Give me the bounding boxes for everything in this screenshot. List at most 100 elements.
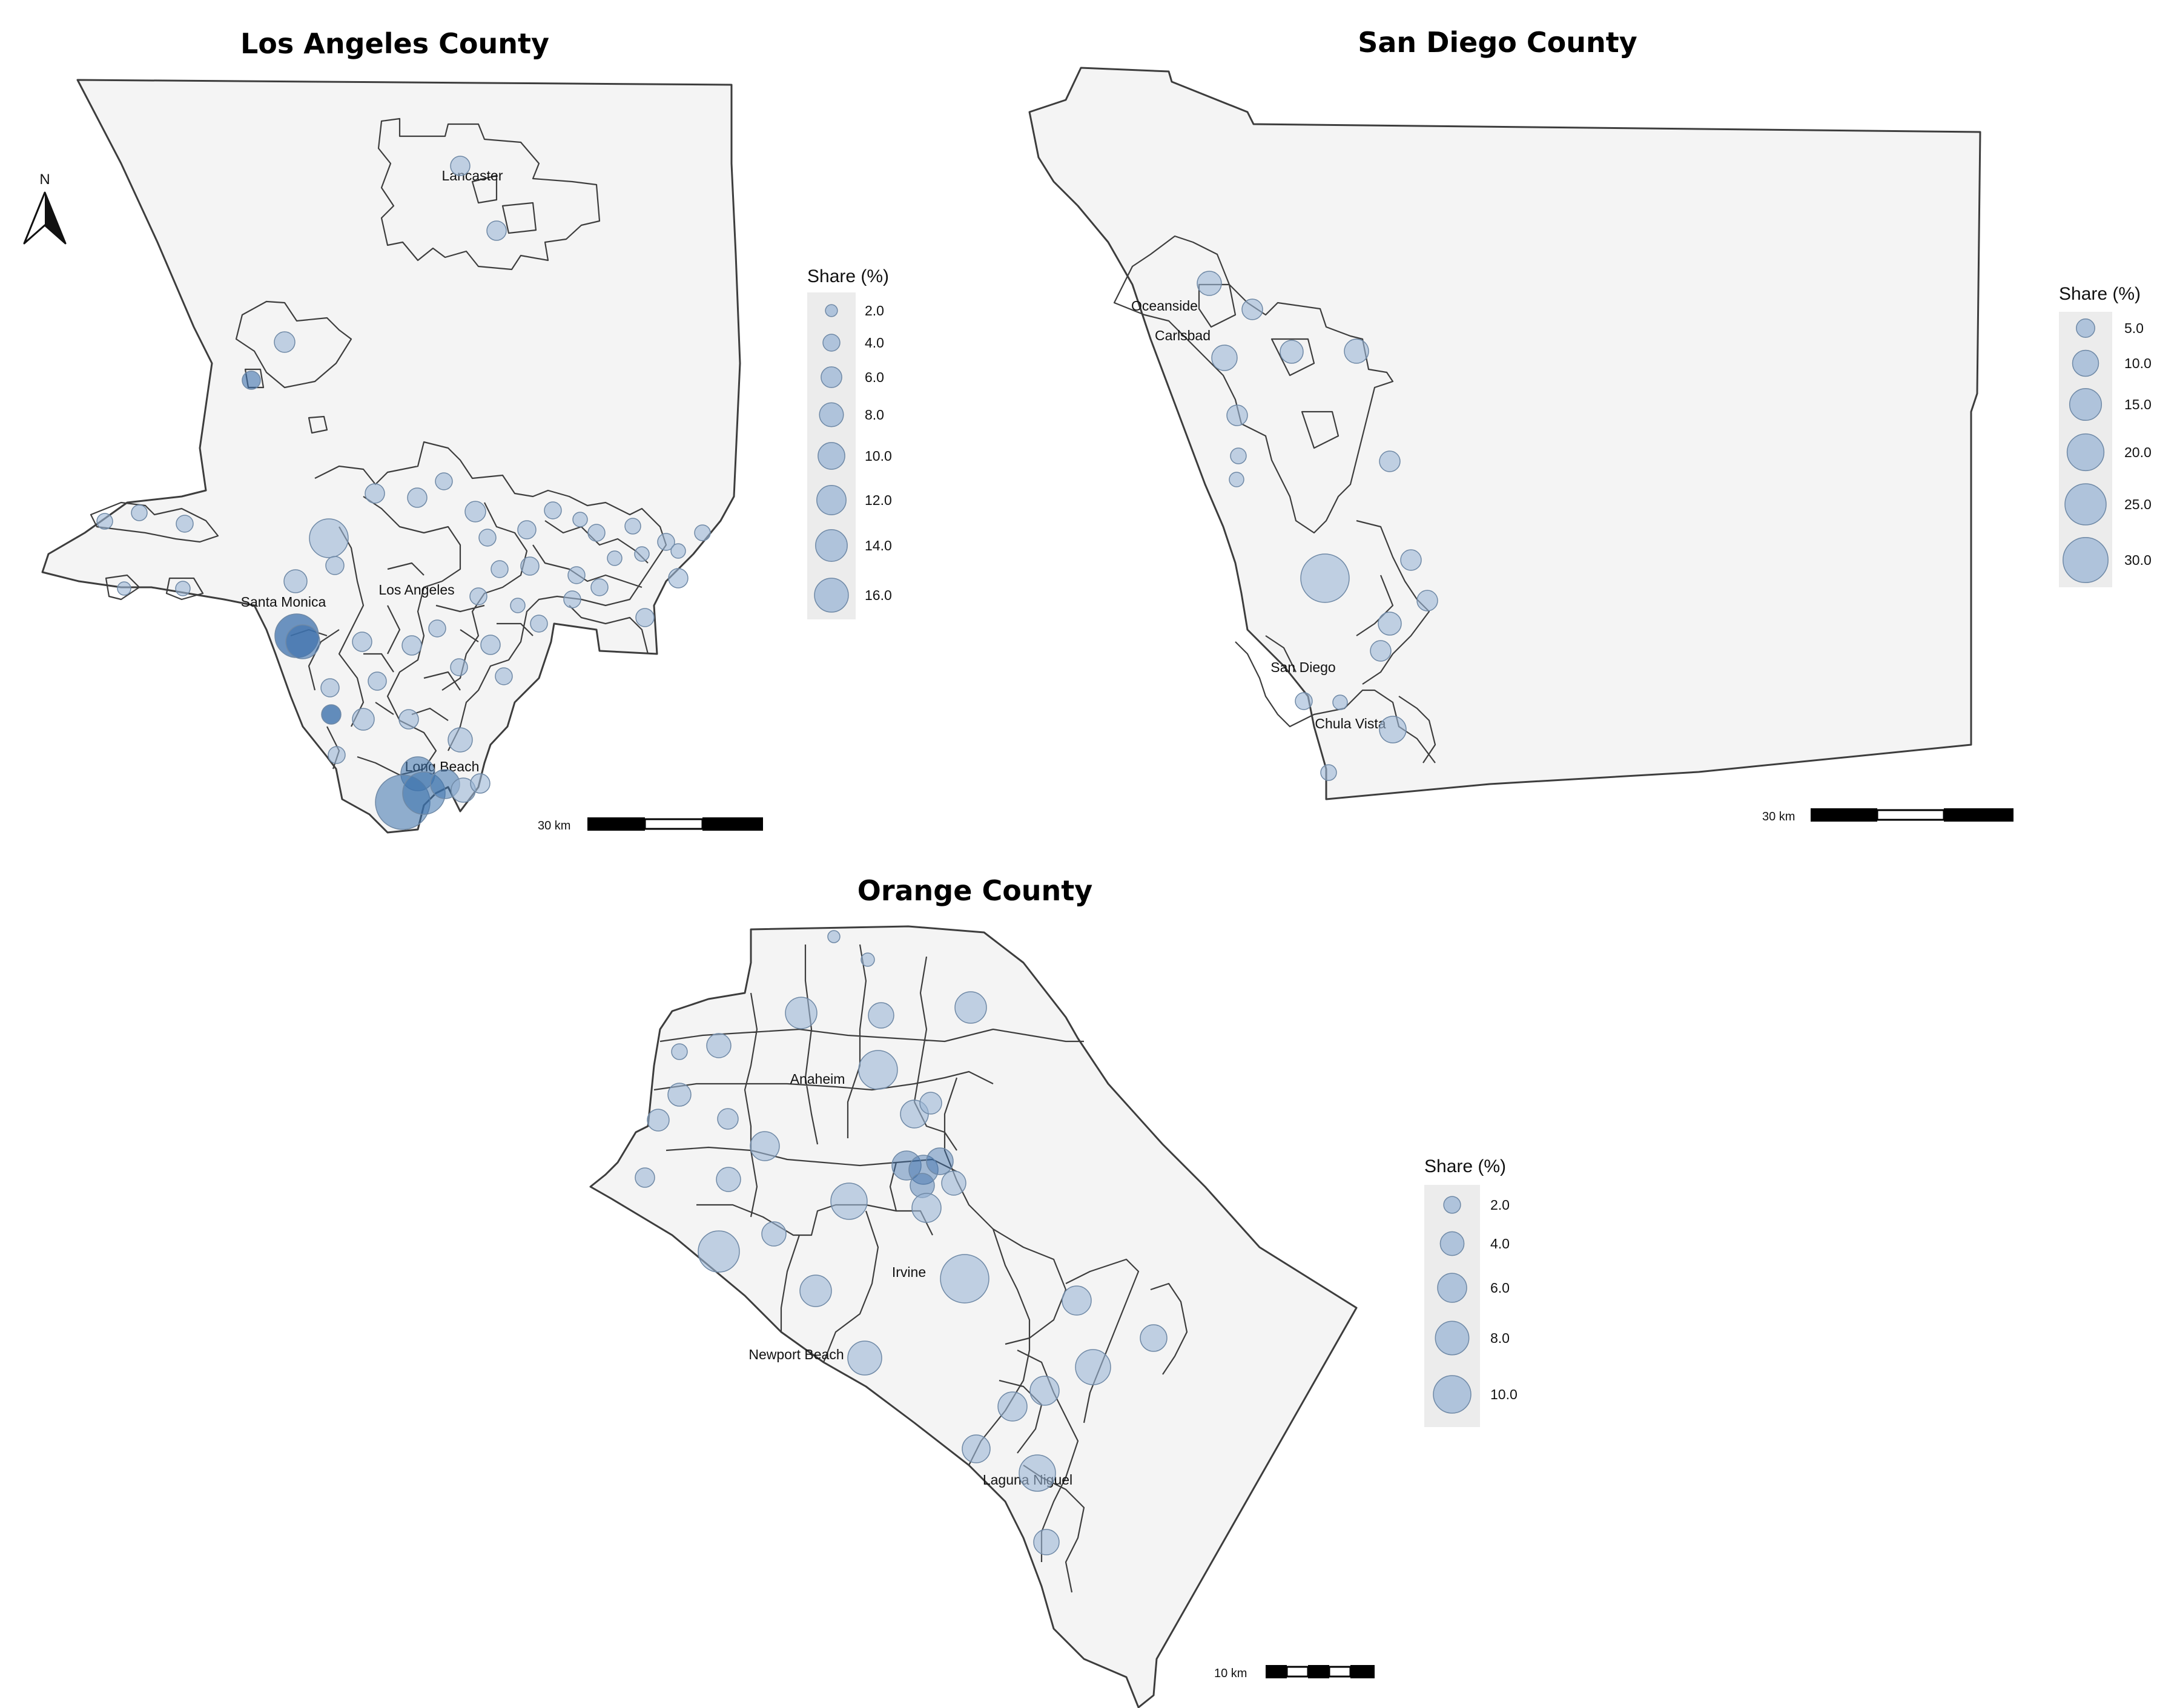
- bubble: [398, 709, 419, 730]
- bubble: [634, 546, 650, 562]
- legend-bubble: [2066, 433, 2105, 472]
- bubble: [470, 773, 491, 794]
- legend-value-label: 2.0: [865, 303, 884, 318]
- legend-value-label: 4.0: [865, 335, 884, 351]
- sd-bubbles: [1197, 271, 1438, 781]
- legend-bubble: [814, 578, 849, 613]
- bubble: [480, 635, 501, 655]
- bubble: [657, 533, 675, 551]
- la-map-title: Los Angeles County: [240, 27, 549, 60]
- la-legend: Share (%) 2.0 4.0 6.0 8.0 10.0 12.0 14.0 16.0: [807, 266, 892, 619]
- oc-bubbles: [635, 930, 1168, 1555]
- bubble: [891, 1150, 922, 1181]
- city-label-newport-beach: Newport Beach: [748, 1347, 844, 1362]
- bubble: [1019, 1454, 1056, 1492]
- bubble: [567, 566, 586, 584]
- bubble: [997, 1391, 1028, 1422]
- bubble: [517, 520, 537, 539]
- bubble: [176, 515, 194, 533]
- legend-value-label: 5.0: [2124, 320, 2144, 336]
- oc-map-panel: Orange County Anaheim Irvine Newport Bea…: [589, 874, 1518, 1708]
- legend-bubble: [816, 485, 847, 515]
- legend-value-label: 6.0: [865, 369, 884, 385]
- bubble: [1211, 345, 1238, 371]
- legend-bubble: [2064, 483, 2107, 526]
- bubble: [1062, 1285, 1092, 1316]
- bubble: [858, 1050, 898, 1090]
- bubble: [940, 1254, 989, 1304]
- bubble: [635, 1167, 655, 1188]
- la-malibu-tracts: [90, 501, 219, 601]
- bubble: [1300, 553, 1350, 603]
- bubble: [635, 608, 655, 627]
- legend-bubble: [818, 442, 845, 470]
- bubble: [1370, 640, 1392, 662]
- legend-value-label: 8.0: [1490, 1330, 1510, 1346]
- legend-value-label: 10.0: [865, 448, 892, 464]
- legend-value-label: 30.0: [2124, 552, 2152, 568]
- bubble: [325, 556, 345, 575]
- bubble: [694, 524, 711, 541]
- bubble: [1075, 1349, 1111, 1385]
- bubble: [407, 487, 428, 508]
- la-scale-bar-label: 30 km: [538, 819, 570, 833]
- bubble: [486, 220, 507, 241]
- la-county-outline: [41, 79, 741, 834]
- city-label-santa-monica: Santa Monica: [241, 594, 326, 610]
- bubble: [1280, 340, 1304, 364]
- bubble: [706, 1033, 732, 1058]
- bubble: [647, 1109, 670, 1132]
- legend-bubble: [1435, 1321, 1470, 1356]
- bubble: [510, 598, 526, 613]
- oc-legend-title: Share (%): [1424, 1156, 1506, 1176]
- bubble: [352, 708, 375, 731]
- bubble: [428, 619, 446, 638]
- legend-value-label: 15.0: [2124, 397, 2152, 412]
- bubble: [117, 581, 131, 596]
- bubble: [1378, 612, 1402, 636]
- legend-value-label: 6.0: [1490, 1280, 1510, 1296]
- legend-bubble: [822, 334, 841, 352]
- bubble: [175, 581, 191, 596]
- bubble: [1230, 447, 1247, 464]
- city-label-los-angeles: Los Angeles: [378, 582, 454, 598]
- legend-bubble: [821, 366, 842, 388]
- bubble: [96, 513, 113, 530]
- legend-value-label: 25.0: [2124, 496, 2152, 512]
- bubble: [1320, 764, 1337, 781]
- bubble: [283, 569, 308, 593]
- bubble: [868, 1002, 894, 1029]
- north-arrow-label: N: [39, 171, 50, 188]
- bubble: [328, 746, 346, 764]
- legend-value-label: 4.0: [1490, 1236, 1510, 1251]
- bubble: [954, 991, 987, 1024]
- sd-north-tracts: [1113, 235, 1394, 534]
- bubble: [450, 156, 471, 176]
- bubble: [941, 1170, 966, 1196]
- bubble: [320, 678, 340, 697]
- bubble: [544, 501, 562, 519]
- bubble: [785, 997, 818, 1029]
- bubble: [520, 556, 540, 576]
- north-arrow: N: [23, 171, 67, 245]
- bubble: [274, 331, 296, 353]
- bubble: [590, 578, 609, 596]
- city-label-chula-vista: Chula Vista: [1315, 716, 1386, 731]
- sd-map-title: San Diego County: [1358, 26, 1637, 59]
- la-legend-title: Share (%): [807, 266, 889, 286]
- bubble: [491, 560, 509, 578]
- bubble: [1344, 338, 1369, 364]
- legend-value-label: 8.0: [865, 407, 884, 423]
- sd-scale-bar-label: 30 km: [1762, 810, 1795, 823]
- bubble: [607, 550, 623, 566]
- bubble: [321, 704, 342, 725]
- legend-value-label: 16.0: [865, 587, 892, 603]
- bubble: [668, 568, 689, 589]
- bubble: [716, 1167, 741, 1192]
- legend-bubble: [2072, 349, 2099, 377]
- bubble: [717, 1108, 739, 1130]
- oc-scale-bar: 10 km: [1214, 1665, 1375, 1680]
- bubble: [1295, 692, 1313, 710]
- la-scale-bar: 30 km: [538, 817, 763, 833]
